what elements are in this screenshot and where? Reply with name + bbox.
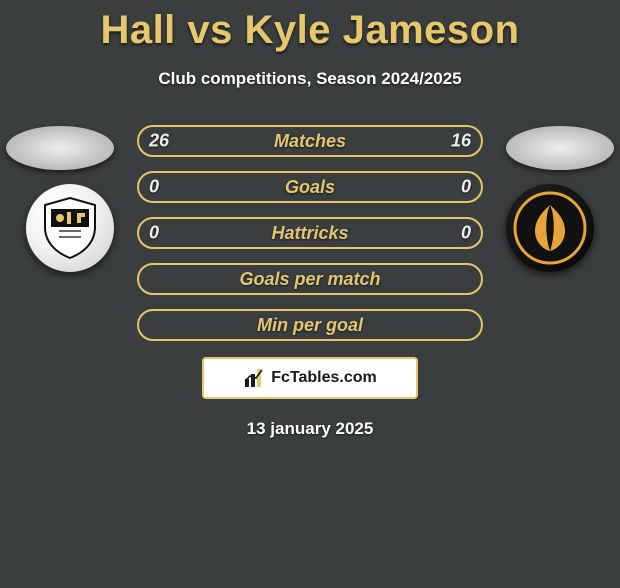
- bars-icon: [243, 367, 265, 389]
- stat-left: 0: [149, 177, 159, 198]
- stat-left: 0: [149, 223, 159, 244]
- stat-row-min-per-goal: Min per goal: [137, 309, 483, 341]
- stat-row-goals-per-match: Goals per match: [137, 263, 483, 295]
- shield-icon: [43, 197, 97, 259]
- page-title: Hall vs Kyle Jameson: [0, 8, 620, 53]
- stat-label: Hattricks: [271, 223, 348, 244]
- stat-right: 16: [451, 131, 471, 152]
- player-silhouette-right: [506, 126, 614, 170]
- stat-label: Matches: [274, 131, 346, 152]
- brand-text: FcTables.com: [271, 369, 377, 387]
- crest-icon: [513, 191, 587, 265]
- stat-row-hattricks: 0 Hattricks 0: [137, 217, 483, 249]
- stat-label: Goals per match: [239, 269, 380, 290]
- stat-left: 26: [149, 131, 169, 152]
- stat-label: Min per goal: [257, 315, 363, 336]
- stat-right: 0: [461, 177, 471, 198]
- stat-label: Goals: [285, 177, 335, 198]
- club-badge-right: [506, 184, 594, 272]
- stat-row-matches: 26 Matches 16: [137, 125, 483, 157]
- stat-right: 0: [461, 223, 471, 244]
- stat-row-goals: 0 Goals 0: [137, 171, 483, 203]
- club-badge-left: [26, 184, 114, 272]
- brand-box: FcTables.com: [202, 357, 418, 399]
- date-text: 13 january 2025: [0, 419, 620, 439]
- subtitle: Club competitions, Season 2024/2025: [0, 69, 620, 89]
- player-silhouette-left: [6, 126, 114, 170]
